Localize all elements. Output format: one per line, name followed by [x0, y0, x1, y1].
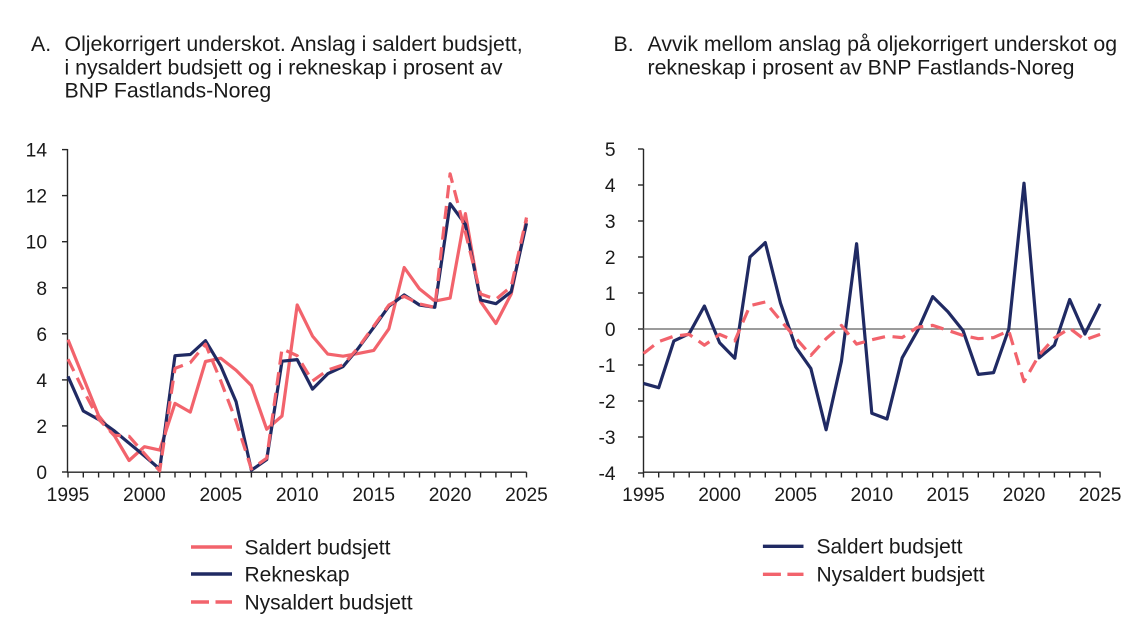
svg-text:5: 5 [605, 140, 616, 161]
svg-text:0: 0 [36, 463, 47, 484]
svg-text:2000: 2000 [698, 485, 741, 506]
svg-text:Saldert budsjett: Saldert budsjett [245, 536, 391, 559]
svg-text:Rekneskap: Rekneskap [245, 563, 350, 586]
svg-text:2025: 2025 [505, 485, 548, 506]
svg-text:-2: -2 [598, 392, 615, 413]
svg-text:12: 12 [26, 187, 47, 208]
svg-text:8: 8 [36, 279, 47, 300]
svg-text:Nysaldert budsjett: Nysaldert budsjett [245, 591, 413, 614]
svg-text:3: 3 [605, 212, 616, 233]
svg-text:-4: -4 [598, 464, 615, 485]
svg-text:2010: 2010 [276, 485, 319, 506]
svg-text:2: 2 [605, 248, 616, 269]
svg-text:A.: A. [31, 32, 51, 56]
svg-text:1995: 1995 [622, 485, 665, 506]
svg-text:2000: 2000 [123, 485, 166, 506]
svg-text:-3: -3 [598, 428, 615, 449]
svg-text:1995: 1995 [47, 485, 90, 506]
svg-text:4: 4 [605, 176, 616, 197]
svg-text:2005: 2005 [774, 485, 817, 506]
svg-text:2020: 2020 [429, 485, 472, 506]
svg-text:10: 10 [26, 233, 47, 254]
svg-text:Oljekorrigert underskot. Ansla: Oljekorrigert underskot. Anslag i salder… [65, 32, 523, 56]
svg-text:1: 1 [605, 284, 616, 305]
svg-text:rekneskap i prosent av BNP Fas: rekneskap i prosent av BNP Fastlands-Nor… [648, 55, 1075, 79]
svg-text:0: 0 [605, 320, 616, 341]
svg-text:2: 2 [36, 417, 47, 438]
svg-text:2020: 2020 [1003, 485, 1046, 506]
svg-text:6: 6 [36, 325, 47, 346]
svg-text:BNP Fastlands-Noreg: BNP Fastlands-Noreg [65, 79, 272, 103]
svg-text:B.: B. [614, 32, 634, 56]
svg-text:Nysaldert budsjett: Nysaldert budsjett [817, 564, 985, 587]
svg-text:Saldert budsjett: Saldert budsjett [817, 536, 963, 559]
svg-text:4: 4 [36, 371, 47, 392]
svg-text:Avvik mellom anslag på oljekor: Avvik mellom anslag på oljekorrigert und… [648, 32, 1118, 56]
svg-text:14: 14 [26, 141, 48, 162]
svg-text:2025: 2025 [1079, 485, 1122, 506]
svg-text:-1: -1 [598, 356, 615, 377]
svg-text:2015: 2015 [927, 485, 970, 506]
svg-text:2015: 2015 [352, 485, 395, 506]
svg-text:2010: 2010 [850, 485, 893, 506]
svg-text:2005: 2005 [199, 485, 242, 506]
svg-text:i nysaldert budsjett og i rekn: i nysaldert budsjett og i rekneskap i pr… [65, 55, 503, 79]
